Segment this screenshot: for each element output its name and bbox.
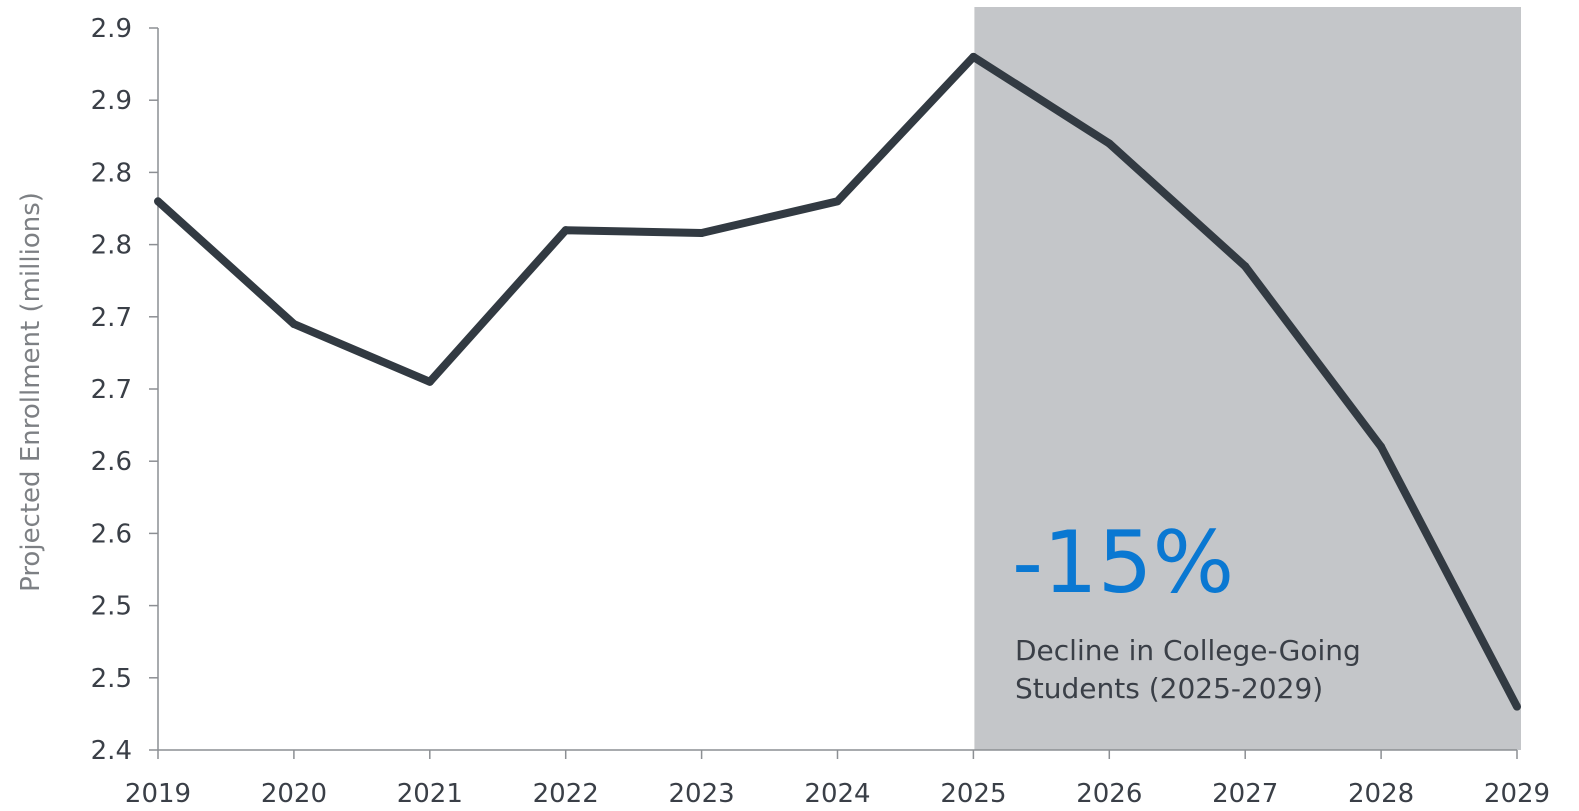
data-point — [289, 320, 298, 329]
y-tick-label: 2.8 — [91, 158, 132, 188]
y-tick-label: 2.8 — [91, 231, 132, 261]
data-point — [1513, 702, 1521, 711]
x-tick-label: 2027 — [1212, 779, 1278, 809]
y-tick-label: 2.7 — [91, 303, 132, 333]
series-points — [154, 52, 1521, 711]
x-tick-label: 2021 — [397, 779, 463, 809]
x-tick-label: 2026 — [1076, 779, 1142, 809]
y-axis-title: Projected Enrollment (millions) — [16, 192, 46, 592]
data-point — [1377, 442, 1386, 451]
y-tick-label: 2.4 — [91, 736, 132, 766]
x-tick-label: 2024 — [804, 779, 870, 809]
decline-caption-line-2: Students (2025-2029) — [1015, 672, 1323, 705]
data-point — [833, 197, 842, 206]
data-point — [425, 377, 434, 386]
data-point — [561, 226, 570, 235]
y-axis-ticks: 2.4 2.5 2.5 2.6 2.6 2.7 2.7 2.8 2.8 2.9 2.9 — [91, 14, 158, 766]
x-tick-label: 2020 — [261, 779, 327, 809]
data-point — [1241, 262, 1250, 271]
y-tick-label: 2.9 — [91, 14, 132, 44]
y-tick-label: 2.5 — [91, 592, 132, 622]
decline-percentage: -15% — [1012, 513, 1234, 613]
y-tick-label: 2.6 — [91, 519, 132, 549]
data-point — [969, 52, 978, 61]
decline-caption-line-1: Decline in College-Going — [1015, 634, 1361, 667]
x-tick-label: 2025 — [940, 779, 1006, 809]
data-point — [154, 197, 162, 206]
data-point — [1105, 139, 1114, 148]
y-tick-label: 2.7 — [91, 375, 132, 405]
x-axis-ticks: 2019 2020 2021 2022 2023 2024 2025 2026 2027 2028… — [125, 750, 1550, 809]
x-tick-label: 2029 — [1484, 779, 1550, 809]
y-tick-label: 2.9 — [91, 86, 132, 116]
projection-shaded-region — [974, 7, 1521, 750]
y-tick-label: 2.6 — [91, 447, 132, 477]
x-tick-label: 2028 — [1348, 779, 1414, 809]
y-tick-label: 2.5 — [91, 664, 132, 694]
x-tick-label: 2022 — [533, 779, 599, 809]
data-point — [697, 229, 706, 238]
x-tick-label: 2019 — [125, 779, 191, 809]
x-tick-label: 2023 — [669, 779, 735, 809]
